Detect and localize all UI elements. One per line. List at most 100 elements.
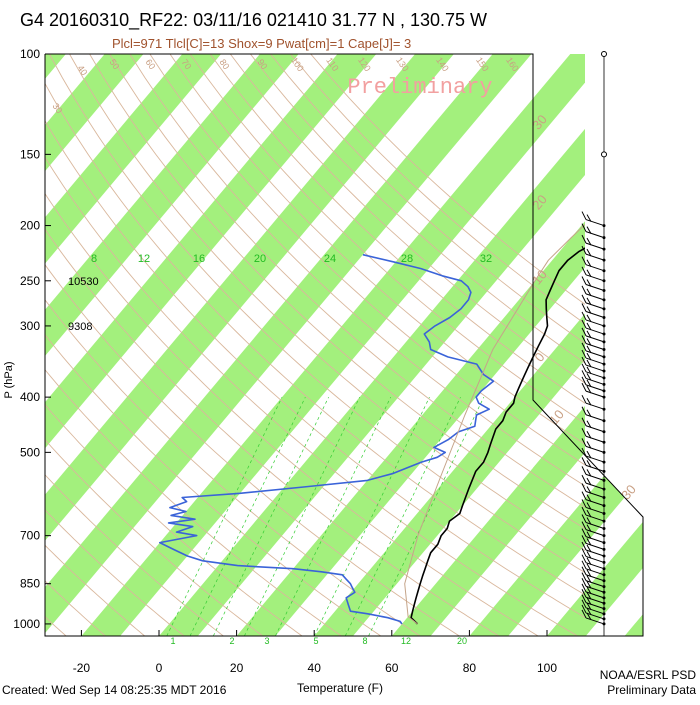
wind-barb (586, 265, 604, 271)
wind-barb-feather (582, 295, 586, 303)
mixing-ratio-lower-label: 2 (229, 636, 234, 646)
wind-level-dot (603, 479, 606, 482)
wind-barb (586, 232, 604, 238)
wind-barb-feather (582, 304, 586, 312)
wind-barb (586, 426, 604, 432)
x-tick-label: 40 (308, 661, 322, 675)
wind-barb (586, 275, 604, 281)
wind-level-dot (603, 541, 606, 544)
wind-level-dot (603, 298, 606, 301)
mixing-ratio-lower-label: 8 (362, 636, 367, 646)
mixing-ratio-lower-label: 20 (457, 636, 467, 646)
wind-level-dot (603, 279, 606, 282)
wind-barbs-column (582, 52, 607, 637)
x-tick-label: 0 (156, 661, 163, 675)
wind-level-dot (603, 579, 606, 582)
x-tick-label: 100 (537, 661, 557, 675)
x-axis-label: Temperature (F) (297, 681, 383, 695)
wind-barb (586, 415, 604, 421)
wind-level-dot (603, 488, 606, 491)
wind-level-dot (603, 348, 606, 351)
wind-barb-feather (582, 483, 586, 491)
wind-level-dot (603, 289, 606, 292)
mixing-ratio-label: 24 (324, 253, 336, 265)
wind-barb-feather (582, 492, 586, 500)
wind-level-dot (603, 561, 606, 564)
wind-level-dot (603, 527, 606, 530)
wind-barb-feather (582, 475, 586, 483)
mixing-ratio-label: 12 (138, 253, 150, 265)
x-tick-label: 80 (463, 661, 477, 675)
mixing-ratio-label: 8 (91, 253, 97, 265)
wind-level-dot (603, 520, 606, 523)
wind-level-dot (603, 340, 606, 343)
wind-level-dot (603, 269, 606, 272)
y-tick-label: 1000 (13, 617, 40, 631)
mixing-ratio-label: 32 (480, 253, 492, 265)
wind-level-dot (603, 573, 606, 576)
wind-level-dot (603, 470, 606, 473)
wind-barb-feather (582, 286, 586, 294)
wind-level-dot (603, 224, 606, 227)
wind-level-dot (603, 248, 606, 251)
wind-barb (586, 303, 604, 309)
wind-barb (586, 474, 604, 480)
x-tick-label: 20 (230, 661, 244, 675)
wind-level-dot (603, 363, 606, 366)
y-tick-label: 850 (20, 577, 40, 591)
wind-level-dot (603, 307, 606, 310)
y-tick-label: 250 (20, 274, 40, 288)
wind-barb-feather (582, 466, 586, 474)
y-tick-label: 150 (20, 147, 40, 161)
wind-level-dot (603, 596, 606, 599)
wind-barb (586, 403, 604, 409)
wind-level-dot (603, 451, 606, 454)
wind-level-dot (603, 236, 606, 239)
wind-level-dot (603, 554, 606, 557)
wind-level-dot (603, 602, 606, 605)
wind-level-dot (603, 441, 606, 444)
wind-level-dot (603, 461, 606, 464)
y-tick-label: 700 (20, 529, 40, 543)
credits: NOAA/ESRL PSD Preliminary Data (600, 668, 696, 698)
wind-level-dot (603, 259, 606, 262)
mixing-ratio-lower-label: 1 (170, 636, 175, 646)
height-label: 10530 (68, 276, 99, 288)
wind-level-dot (603, 316, 606, 319)
wind-barb (586, 220, 604, 226)
mixing-ratio-label: 20 (254, 253, 266, 265)
wind-level-dot (603, 512, 606, 515)
wind-barb (586, 446, 604, 452)
mixing-ratio-lower-label: 3 (264, 636, 269, 646)
temperature-bands (0, 54, 700, 636)
y-axis-label: P (hPa) (3, 361, 15, 398)
x-tick-label: 60 (385, 661, 399, 675)
wind-level-dot (603, 612, 606, 615)
y-tick-label: 200 (20, 219, 40, 233)
created-timestamp: Created: Wed Sep 14 08:25:35 MDT 2016 (2, 683, 226, 697)
wind-barb-feather (582, 212, 586, 220)
wind-level-dot (603, 548, 606, 551)
y-tick-label: 400 (20, 390, 40, 404)
wind-level-dot (603, 396, 606, 399)
wind-barb (586, 243, 604, 249)
height-label: 9308 (68, 321, 92, 333)
wind-barb (586, 254, 604, 260)
wind-level-dot (603, 430, 606, 433)
wind-barb (586, 312, 604, 318)
mixing-ratio-label: 28 (401, 253, 413, 265)
x-tick-label: -20 (73, 661, 91, 675)
dry-adiabat-label: 60 (143, 57, 157, 71)
dry-adiabat-label: 80 (217, 57, 231, 71)
y-tick-label: 300 (20, 319, 40, 333)
stability-indices: Plcl=971 Tlcl[C]=13 Shox=9 Pwat[cm]=1 Ca… (112, 36, 411, 51)
wind-level-dot (603, 504, 606, 507)
wind-barb (586, 294, 604, 300)
wind-level-dot (603, 617, 606, 620)
status-label: Preliminary Data (600, 683, 696, 698)
wind-barb (586, 285, 604, 291)
y-tick-label: 100 (20, 47, 40, 61)
wind-barb (586, 391, 604, 397)
mixing-ratio-label: 16 (193, 253, 205, 265)
